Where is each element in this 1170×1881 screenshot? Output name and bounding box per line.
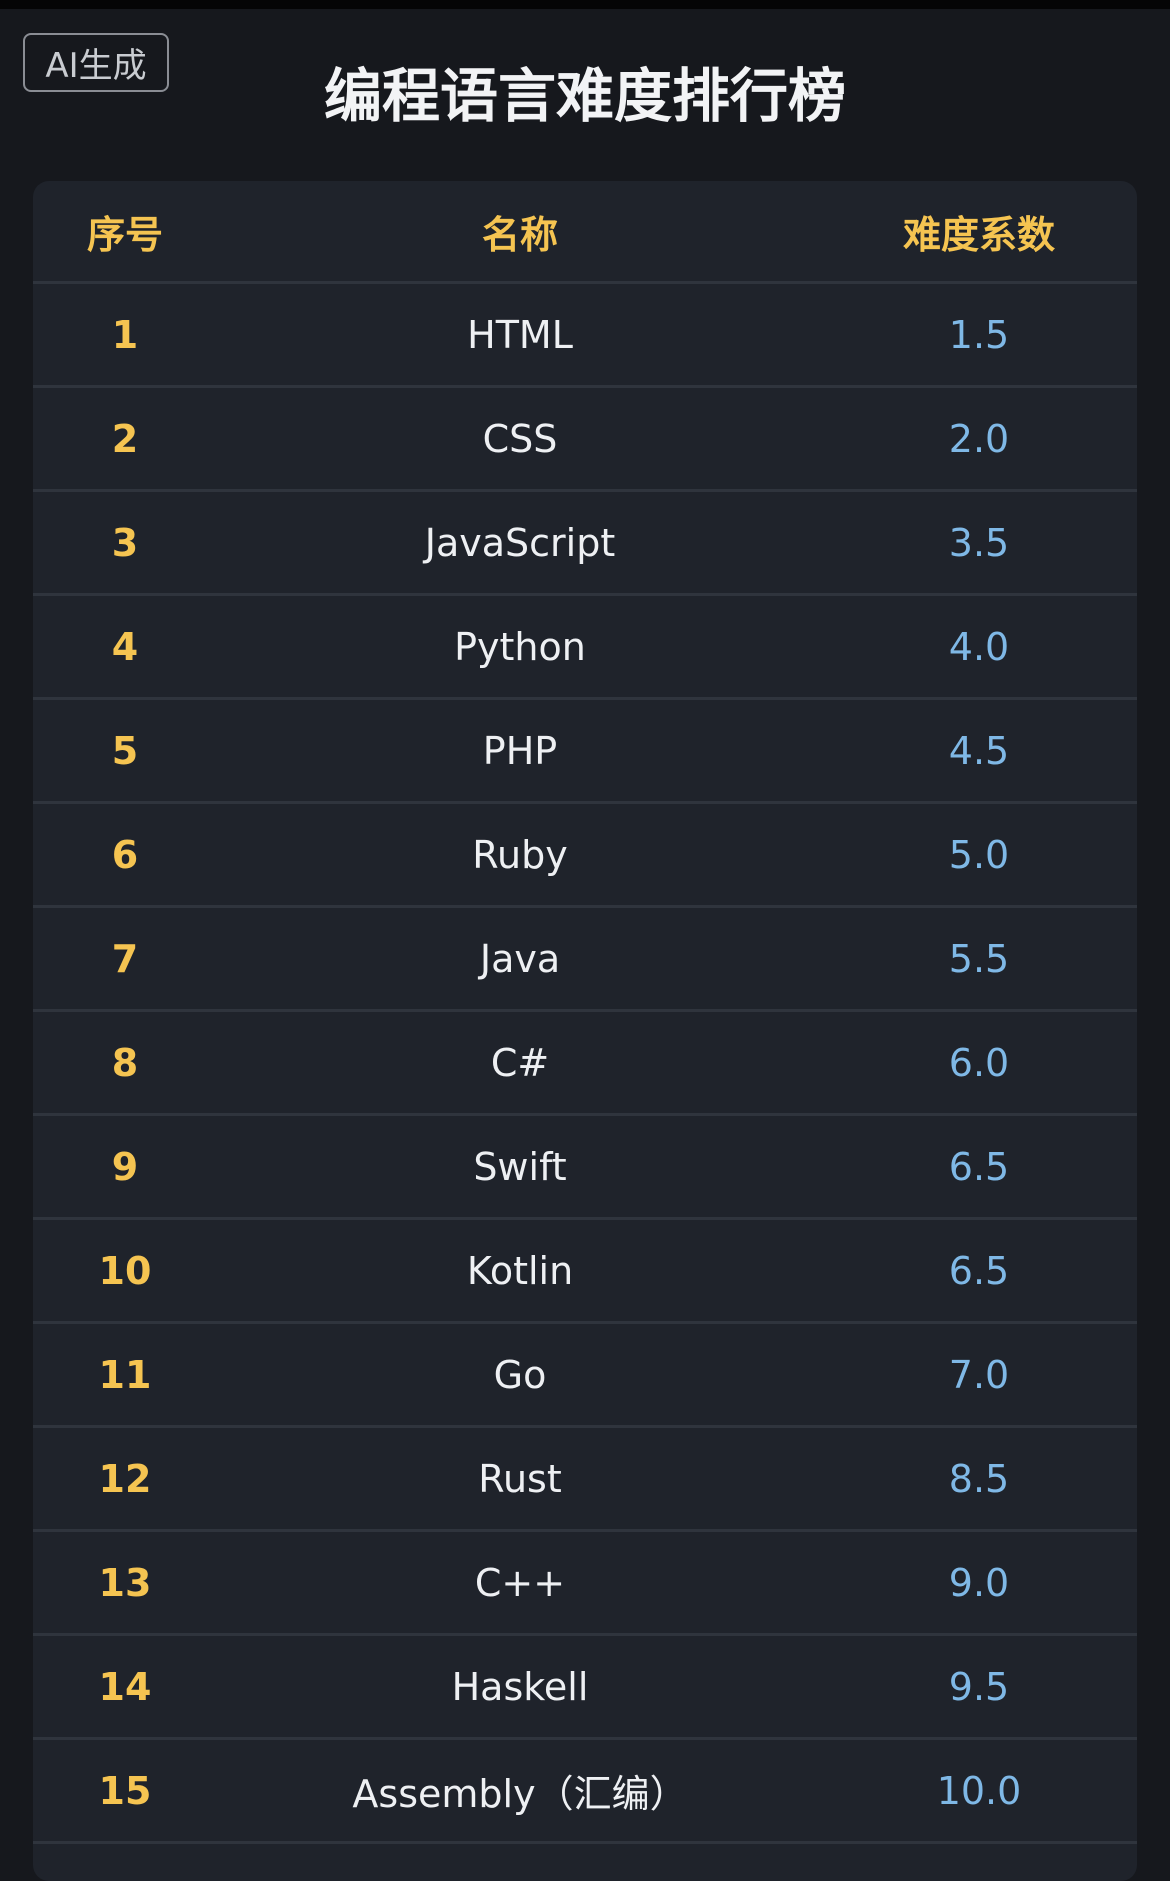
language-cell: PHP: [482, 728, 558, 773]
rank-cell: 4: [111, 624, 139, 669]
language-cell: C++: [474, 1560, 566, 1605]
difficulty-cell: 1.5: [948, 312, 1010, 357]
language-cell: HTML: [467, 312, 573, 357]
table-row: 6 Ruby 5.0: [33, 804, 1137, 908]
table-row: 10 Kotlin 6.5: [33, 1220, 1137, 1324]
difficulty-cell: 2.0: [948, 416, 1010, 461]
rank-cell: 11: [98, 1352, 152, 1397]
difficulty-cell: 6.5: [948, 1248, 1010, 1293]
language-cell: Assembly（汇编）: [352, 1772, 688, 1816]
header-cell: 序号: [86, 212, 163, 257]
table-row: 8 C# 6.0: [33, 1012, 1137, 1116]
difficulty-cell: 6.0: [948, 1040, 1010, 1085]
table-row: 5 PHP 4.5: [33, 700, 1137, 804]
rank-cell: 15: [98, 1768, 152, 1813]
rank-cell: 9: [111, 1144, 139, 1189]
language-cell: Java: [479, 936, 561, 981]
table-row: 11 Go 7.0: [33, 1324, 1137, 1428]
ranking-table: 序号 名称 难度系数 1 HTML 1.5 2 CSS 2.0 3 JavaScript 3.5 4 Py…: [33, 181, 1137, 1881]
ai-badge: AI生成: [23, 33, 169, 92]
language-cell: Rust: [478, 1456, 562, 1501]
language-cell: Python: [454, 624, 586, 669]
header-cell: 名称: [481, 212, 558, 257]
difficulty-cell: 4.5: [948, 728, 1010, 773]
language-cell: Swift: [473, 1144, 567, 1189]
table-row: 15 Assembly（汇编） 10.0: [33, 1740, 1137, 1844]
difficulty-cell: 5.5: [948, 936, 1010, 981]
language-cell: C#: [490, 1040, 550, 1085]
rank-cell: 13: [98, 1560, 152, 1605]
language-cell: Go: [493, 1352, 547, 1397]
rank-cell: 3: [111, 520, 139, 565]
status-strip: [0, 0, 1170, 9]
rank-cell: 2: [111, 416, 139, 461]
rank-cell: 6: [111, 832, 139, 877]
table-row: 12 Rust 8.5: [33, 1428, 1137, 1532]
table-row: 13 C++ 9.0: [33, 1532, 1137, 1636]
table-row: 7 Java 5.5: [33, 908, 1137, 1012]
difficulty-cell: 5.0: [948, 832, 1010, 877]
header-cell: 难度系数: [902, 212, 1055, 257]
table-row: 14 Haskell 9.5: [33, 1636, 1137, 1740]
table-row: 3 JavaScript 3.5: [33, 492, 1137, 596]
table-row: 9 Swift 6.5: [33, 1116, 1137, 1220]
difficulty-cell: 4.0: [948, 624, 1010, 669]
rank-cell: 1: [111, 312, 139, 357]
difficulty-cell: 3.5: [948, 520, 1010, 565]
rank-cell: 8: [111, 1040, 139, 1085]
page-title: 编程语言难度排行榜: [323, 62, 846, 130]
language-cell: Ruby: [472, 832, 568, 877]
table-header: 序号 名称 难度系数: [33, 181, 1137, 284]
language-cell: Haskell: [451, 1664, 589, 1709]
table-row: 2 CSS 2.0: [33, 388, 1137, 492]
difficulty-cell: 10.0: [936, 1768, 1022, 1813]
difficulty-cell: 8.5: [948, 1456, 1010, 1501]
difficulty-cell: 9.0: [948, 1560, 1010, 1605]
difficulty-cell: 7.0: [948, 1352, 1010, 1397]
difficulty-cell: 9.5: [948, 1664, 1010, 1709]
table-row: 4 Python 4.0: [33, 596, 1137, 700]
language-cell: JavaScript: [424, 520, 616, 565]
rank-cell: 14: [98, 1664, 152, 1709]
rank-cell: 7: [111, 936, 139, 981]
language-cell: Kotlin: [466, 1248, 574, 1293]
table-row: 1 HTML 1.5: [33, 284, 1137, 388]
rank-cell: 12: [98, 1456, 152, 1501]
rank-cell: 5: [111, 728, 139, 773]
rank-cell: 10: [98, 1248, 152, 1293]
difficulty-cell: 6.5: [948, 1144, 1010, 1189]
language-cell: CSS: [482, 416, 558, 461]
